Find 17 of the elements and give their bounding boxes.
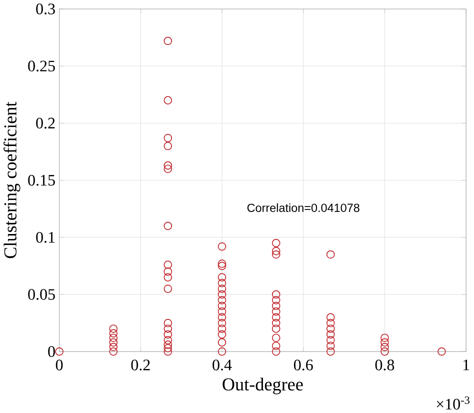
y-tick-label: 0.15 [28, 174, 55, 186]
y-tick-label: 0 [48, 346, 55, 357]
x-tick-label: 0.8 [375, 360, 394, 370]
y-tick-label: 0.25 [28, 60, 55, 72]
y-tick-label: 0.1 [36, 232, 55, 243]
x-axis-title: Out-degree [222, 378, 303, 394]
x-tick-label: 0.2 [131, 360, 150, 370]
x-tick-label: 1 [463, 360, 470, 370]
x-tick-label: 0 [56, 360, 63, 370]
x-tick-label: 0.6 [294, 360, 313, 370]
y-tick-label: 0.3 [36, 3, 55, 14]
text: ×10$^{-3}$ [436, 396, 470, 410]
y-tick-label: 0.2 [36, 118, 55, 129]
annotation: Correlation=0.041078 [247, 203, 360, 212]
y-axis-title: Clustering coefficient [4, 102, 20, 258]
y-tick-label: 0.05 [28, 288, 55, 300]
x-tick-label: 0.4 [212, 360, 232, 370]
